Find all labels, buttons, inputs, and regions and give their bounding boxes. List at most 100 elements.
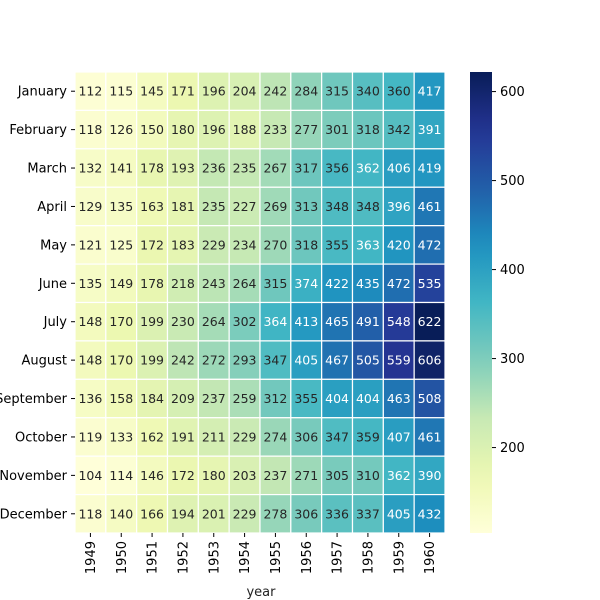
heatmap-cell — [197, 301, 230, 342]
cell-value-label: 234 — [233, 237, 257, 252]
x-tick-label: 1950 — [115, 541, 130, 574]
heatmap-cell — [413, 301, 446, 342]
heatmap-cell — [351, 109, 384, 150]
cell-value-label: 178 — [140, 161, 164, 176]
cell-value-label: 374 — [294, 276, 318, 291]
cell-value-label: 230 — [171, 314, 195, 329]
cell-value-label: 229 — [202, 237, 226, 252]
cell-value-label: 274 — [263, 429, 287, 444]
heatmap-cell — [413, 71, 446, 112]
heatmap-cell — [197, 225, 230, 265]
cell-value-label: 356 — [325, 161, 349, 176]
y-tick-label: October — [15, 430, 68, 445]
heatmap-cell — [259, 148, 292, 188]
cell-value-label: 227 — [233, 199, 257, 214]
heatmap-cell — [259, 493, 292, 534]
cell-value-label: 472 — [418, 237, 442, 252]
heatmap-cell — [228, 455, 261, 496]
cell-value-label: 390 — [418, 468, 442, 483]
cell-value-label: 622 — [418, 314, 442, 329]
cell-value-label: 312 — [263, 391, 287, 406]
y-tick-label: December — [0, 507, 68, 522]
cell-value-label: 391 — [418, 122, 442, 137]
cell-value-label: 318 — [294, 237, 318, 252]
cell-value-label: 129 — [78, 199, 102, 214]
cell-value-label: 170 — [109, 314, 133, 329]
heatmap-cell — [382, 493, 415, 534]
cell-value-label: 237 — [202, 391, 226, 406]
cell-value-label: 149 — [109, 276, 133, 291]
x-tick-label: 1956 — [300, 541, 315, 574]
x-tick-label: 1949 — [84, 541, 99, 574]
cell-value-label: 184 — [140, 391, 164, 406]
cell-value-label: 559 — [387, 353, 411, 368]
cell-value-label: 404 — [356, 391, 380, 406]
heatmap-cell — [136, 378, 169, 419]
heatmap-cell — [259, 109, 292, 150]
heatmap-cell — [290, 378, 323, 419]
cell-value-label: 158 — [109, 391, 133, 406]
heatmap-cell — [413, 493, 446, 534]
heatmap-cell — [166, 263, 199, 304]
cell-value-label: 362 — [356, 161, 380, 176]
heatmap-cell — [74, 263, 107, 304]
heatmap-cell — [105, 378, 138, 419]
cell-value-label: 196 — [202, 122, 226, 137]
heatmap-cell — [197, 340, 230, 380]
cell-value-label: 242 — [171, 353, 195, 368]
cell-value-label: 278 — [263, 506, 287, 521]
cell-value-label: 118 — [78, 122, 102, 137]
cell-value-label: 317 — [294, 161, 318, 176]
cell-value-label: 293 — [233, 353, 257, 368]
cell-value-label: 180 — [171, 122, 195, 137]
heatmap-cell — [290, 109, 323, 150]
cell-value-label: 467 — [325, 353, 349, 368]
cell-value-label: 548 — [387, 314, 411, 329]
cell-value-label: 435 — [356, 276, 380, 291]
heatmap-cell — [74, 186, 107, 227]
colorbar-tick-label: 300 — [500, 352, 525, 367]
cell-value-label: 465 — [325, 314, 349, 329]
y-tick-label: June — [38, 277, 67, 292]
heatmap-cell — [382, 225, 415, 265]
heatmap-cell — [413, 148, 446, 188]
cell-value-label: 505 — [356, 353, 380, 368]
cell-value-label: 364 — [263, 314, 287, 329]
heatmap-cell — [290, 71, 323, 112]
cell-value-label: 204 — [233, 84, 257, 99]
heatmap-cell — [136, 148, 169, 188]
cell-value-label: 115 — [109, 84, 133, 99]
x-axis-label: year — [246, 585, 276, 600]
heatmap-cell — [382, 340, 415, 380]
y-tick-label: August — [22, 354, 68, 369]
heatmap-cell — [259, 417, 292, 457]
heatmap-cell — [74, 455, 107, 496]
cell-value-label: 336 — [325, 506, 349, 521]
cell-value-label: 211 — [202, 429, 226, 444]
cell-value-label: 305 — [325, 468, 349, 483]
heatmap-cell — [413, 378, 446, 419]
cell-value-label: 277 — [294, 122, 318, 137]
heatmap-cell — [228, 225, 261, 265]
cell-value-label: 145 — [140, 84, 164, 99]
cell-value-label: 178 — [140, 276, 164, 291]
cell-value-label: 315 — [325, 84, 349, 99]
cell-value-label: 420 — [387, 237, 411, 252]
cell-value-label: 404 — [325, 391, 349, 406]
cell-value-label: 146 — [140, 468, 164, 483]
cell-value-label: 233 — [263, 122, 287, 137]
x-tick-label: 1955 — [269, 541, 284, 574]
heatmap-cell — [74, 225, 107, 265]
heatmap-cells — [74, 71, 446, 534]
cell-value-label: 104 — [78, 468, 102, 483]
cell-value-label: 284 — [294, 84, 318, 99]
y-axis: January February March April May June July Augu… — [0, 85, 75, 522]
heatmap-cell — [259, 378, 292, 419]
cell-value-label: 340 — [356, 84, 380, 99]
cell-value-label: 172 — [140, 237, 164, 252]
x-tick-label: 1953 — [207, 541, 222, 574]
cell-value-label: 148 — [78, 314, 102, 329]
cell-value-label: 170 — [109, 353, 133, 368]
heatmap-cell — [228, 301, 261, 342]
